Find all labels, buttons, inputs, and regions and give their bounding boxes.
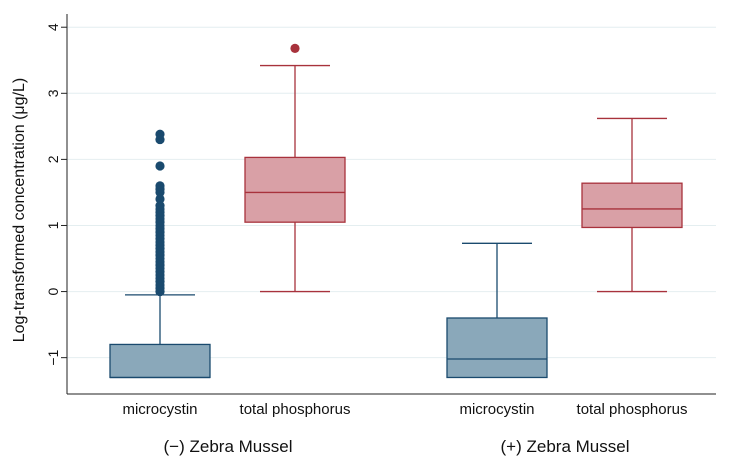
y-tick-label: 0 <box>45 287 61 295</box>
box-total-phosphorus-without-mussel <box>244 43 346 293</box>
outlier-point <box>155 181 165 191</box>
y-tick-label: −1 <box>45 349 61 365</box>
boxes <box>109 43 683 379</box>
outlier-point <box>155 129 165 139</box>
category-label: total phosphorus <box>240 401 351 418</box>
y-tick-label: 1 <box>45 221 61 229</box>
outlier-point <box>155 161 165 171</box>
y-tick-label: 4 <box>45 23 61 31</box>
box-iqr <box>581 182 683 229</box>
category-label: microcystin <box>122 401 197 418</box>
outlier-point <box>290 43 300 53</box>
y-axis-title: Log-transformed concentration (μg/L) <box>11 78 28 342</box>
box-microcystin-with-mussel <box>446 242 548 379</box>
category-label: total phosphorus <box>577 401 688 418</box>
box-microcystin-without-mussel <box>109 129 211 379</box>
box-iqr <box>109 343 211 379</box>
group-label: (−) Zebra Mussel <box>164 437 293 456</box>
box-iqr <box>446 317 548 379</box>
y-tick-label: 3 <box>45 89 61 97</box>
category-labels: microcystin total phosphorus (−) Zebra Mus… <box>122 401 687 456</box>
outlier-point <box>155 194 165 204</box>
group-label: (+) Zebra Mussel <box>501 437 630 456</box>
box-total-phosphorus-with-mussel <box>581 117 683 293</box>
outlier-point <box>155 201 165 211</box>
y-tick-label: 2 <box>45 155 61 163</box>
category-label: microcystin <box>459 401 534 418</box>
y-ticks: −1 0 1 2 3 4 <box>45 23 67 366</box>
axes <box>66 14 716 395</box>
box-iqr <box>244 156 346 223</box>
gridlines <box>67 26 716 359</box>
